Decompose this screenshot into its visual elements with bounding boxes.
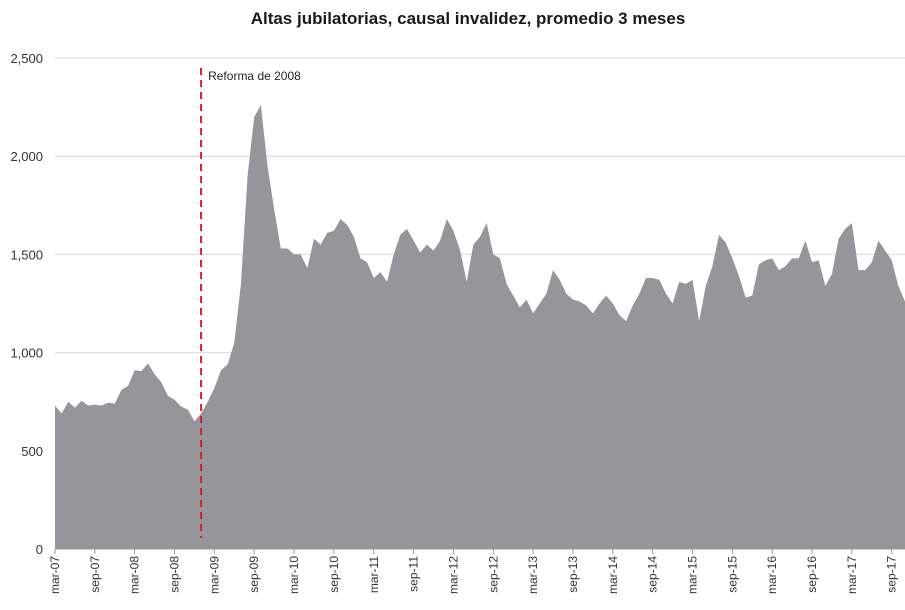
x-tick-label: mar-14 [606,556,620,594]
y-tick-label: 1,500 [10,247,43,262]
x-tick-label: mar-11 [367,556,381,593]
x-tick-label: mar-08 [128,556,142,594]
x-tick-label: sep-17 [885,556,899,593]
x-tick-label: mar-09 [207,556,221,594]
x-tick-label: sep-09 [247,556,261,593]
x-tick-label: sep-11 [407,556,421,592]
x-tick-label: mar-15 [686,556,700,594]
x-tick-label: sep-10 [327,556,341,593]
x-tick-label: sep-16 [805,556,819,593]
x-tick-label: mar-10 [287,556,301,594]
y-tick-label: 500 [21,444,43,459]
chart-title: Altas jubilatorias, causal invalidez, pr… [251,9,686,28]
x-tick-label: mar-13 [526,556,540,594]
x-tick-label: sep-07 [88,556,102,593]
x-tick-label: sep-12 [486,556,500,593]
x-tick-label: mar-12 [446,556,460,594]
reform-annotation: Reforma de 2008 [200,68,301,538]
y-tick-label: 0 [36,542,43,557]
y-tick-label: 1,000 [10,346,43,361]
x-tick-label: mar-16 [765,556,779,594]
reform-annotation-label: Reforma de 2008 [208,69,301,83]
x-tick-label: mar-17 [845,556,859,594]
x-tick-label: mar-07 [48,556,62,594]
y-tick-label: 2,500 [10,51,43,66]
series-area-fill [55,105,905,549]
y-tick-label: 2,000 [10,149,43,164]
series-area [55,105,905,549]
x-tick-label: sep-13 [566,556,580,593]
x-tick-label: sep-08 [168,556,182,593]
x-axis: mar-07 sep-07 mar-08 sep-08 mar-09 sep-09 mar-… [48,549,899,594]
y-axis: 0 500 1,000 1,500 2,000 2,500 [10,51,43,557]
x-tick-label: sep-14 [646,556,660,593]
x-tick-label: sep-15 [725,556,739,593]
